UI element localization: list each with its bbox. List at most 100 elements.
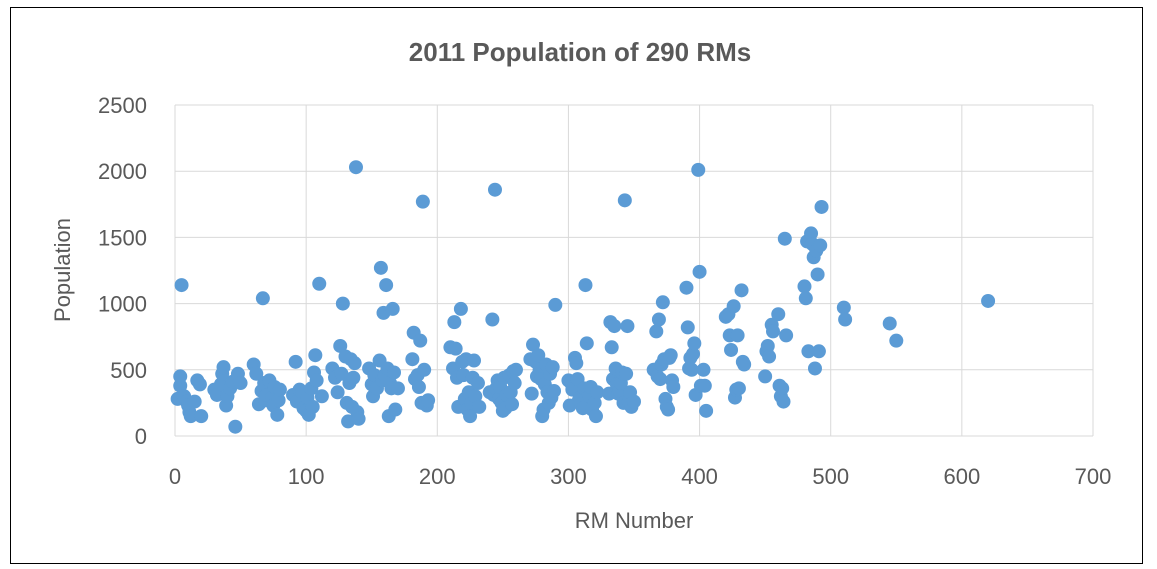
data-point [653,372,668,387]
data-point [777,231,792,246]
data-point [335,296,350,311]
data-point [209,387,224,402]
data-point [680,320,695,335]
data-point [838,312,853,327]
data-point [373,260,388,275]
data-point [760,338,775,353]
data-point [333,338,348,353]
data-point [272,382,287,397]
data-point [775,381,790,396]
data-point [663,348,678,363]
data-point [578,278,593,293]
data-point [390,381,405,396]
data-point [314,389,329,404]
data-point [758,369,773,384]
data-point [726,299,741,314]
data-point [216,360,231,375]
data-point [679,280,694,295]
data-point [814,199,829,214]
data-point [173,369,188,384]
data-point [255,291,270,306]
data-point [545,360,560,375]
data-point [811,344,826,359]
data-point [415,194,430,209]
data-point [463,409,478,424]
data-point [271,393,286,408]
data-point [730,328,745,343]
data-point [387,365,402,380]
data-point [731,381,746,396]
chart-frame [10,7,1143,564]
data-point [524,386,539,401]
data-point [468,389,483,404]
data-point [547,383,562,398]
x-tick-label: 500 [812,464,849,489]
data-point [882,316,897,331]
data-point [797,279,812,294]
data-point [288,354,303,369]
data-point [308,348,323,363]
data-point [569,356,584,371]
data-point [697,378,712,393]
data-point [507,376,522,391]
data-point [334,366,349,381]
x-tick-label: 0 [169,464,181,489]
data-point [249,366,264,381]
data-point [421,393,436,408]
data-point [798,291,813,306]
data-point [807,361,822,376]
data-point [470,376,485,391]
data-point [348,160,363,175]
data-point [467,353,482,368]
data-point [762,349,777,364]
data-point [587,395,602,410]
data-point [270,407,285,422]
data-point [604,340,619,355]
data-point [183,409,198,424]
data-point [801,344,816,359]
x-tick-label: 300 [550,464,587,489]
data-point [487,182,502,197]
y-tick-label: 1000 [98,292,147,317]
data-point [661,402,676,417]
y-axis-tick-labels: 0 500 1000 1500 2000 2500 [98,93,147,449]
data-point [692,264,707,279]
y-axis-title: Population [50,218,75,322]
data-point [505,397,520,412]
data-point [385,301,400,316]
data-point [417,362,432,377]
data-point [776,394,791,409]
data-point [413,333,428,348]
x-tick-label: 400 [681,464,718,489]
y-tick-label: 2000 [98,159,147,184]
data-point [651,312,666,327]
data-point [666,380,681,395]
x-tick-label: 200 [419,464,456,489]
data-point [411,380,426,395]
x-tick-label: 700 [1075,464,1112,489]
data-point [699,403,714,418]
x-tick-label: 100 [288,464,325,489]
data-point [771,307,786,322]
data-point [687,336,702,351]
data-point [346,370,361,385]
data-point [347,356,362,371]
data-point [233,376,248,391]
data-point [737,357,752,372]
data-point [627,394,641,409]
data-point [194,409,209,424]
data-point [330,385,345,400]
data-point [187,394,202,409]
data-point [174,278,189,293]
data-point [448,341,463,356]
data-point [810,267,825,282]
data-point [619,366,634,381]
data-point [981,293,996,308]
data-point [724,342,739,357]
data-point [579,336,594,351]
data-point [405,352,420,367]
data-point [341,414,356,429]
data-point [590,385,605,400]
data-point [766,324,781,339]
